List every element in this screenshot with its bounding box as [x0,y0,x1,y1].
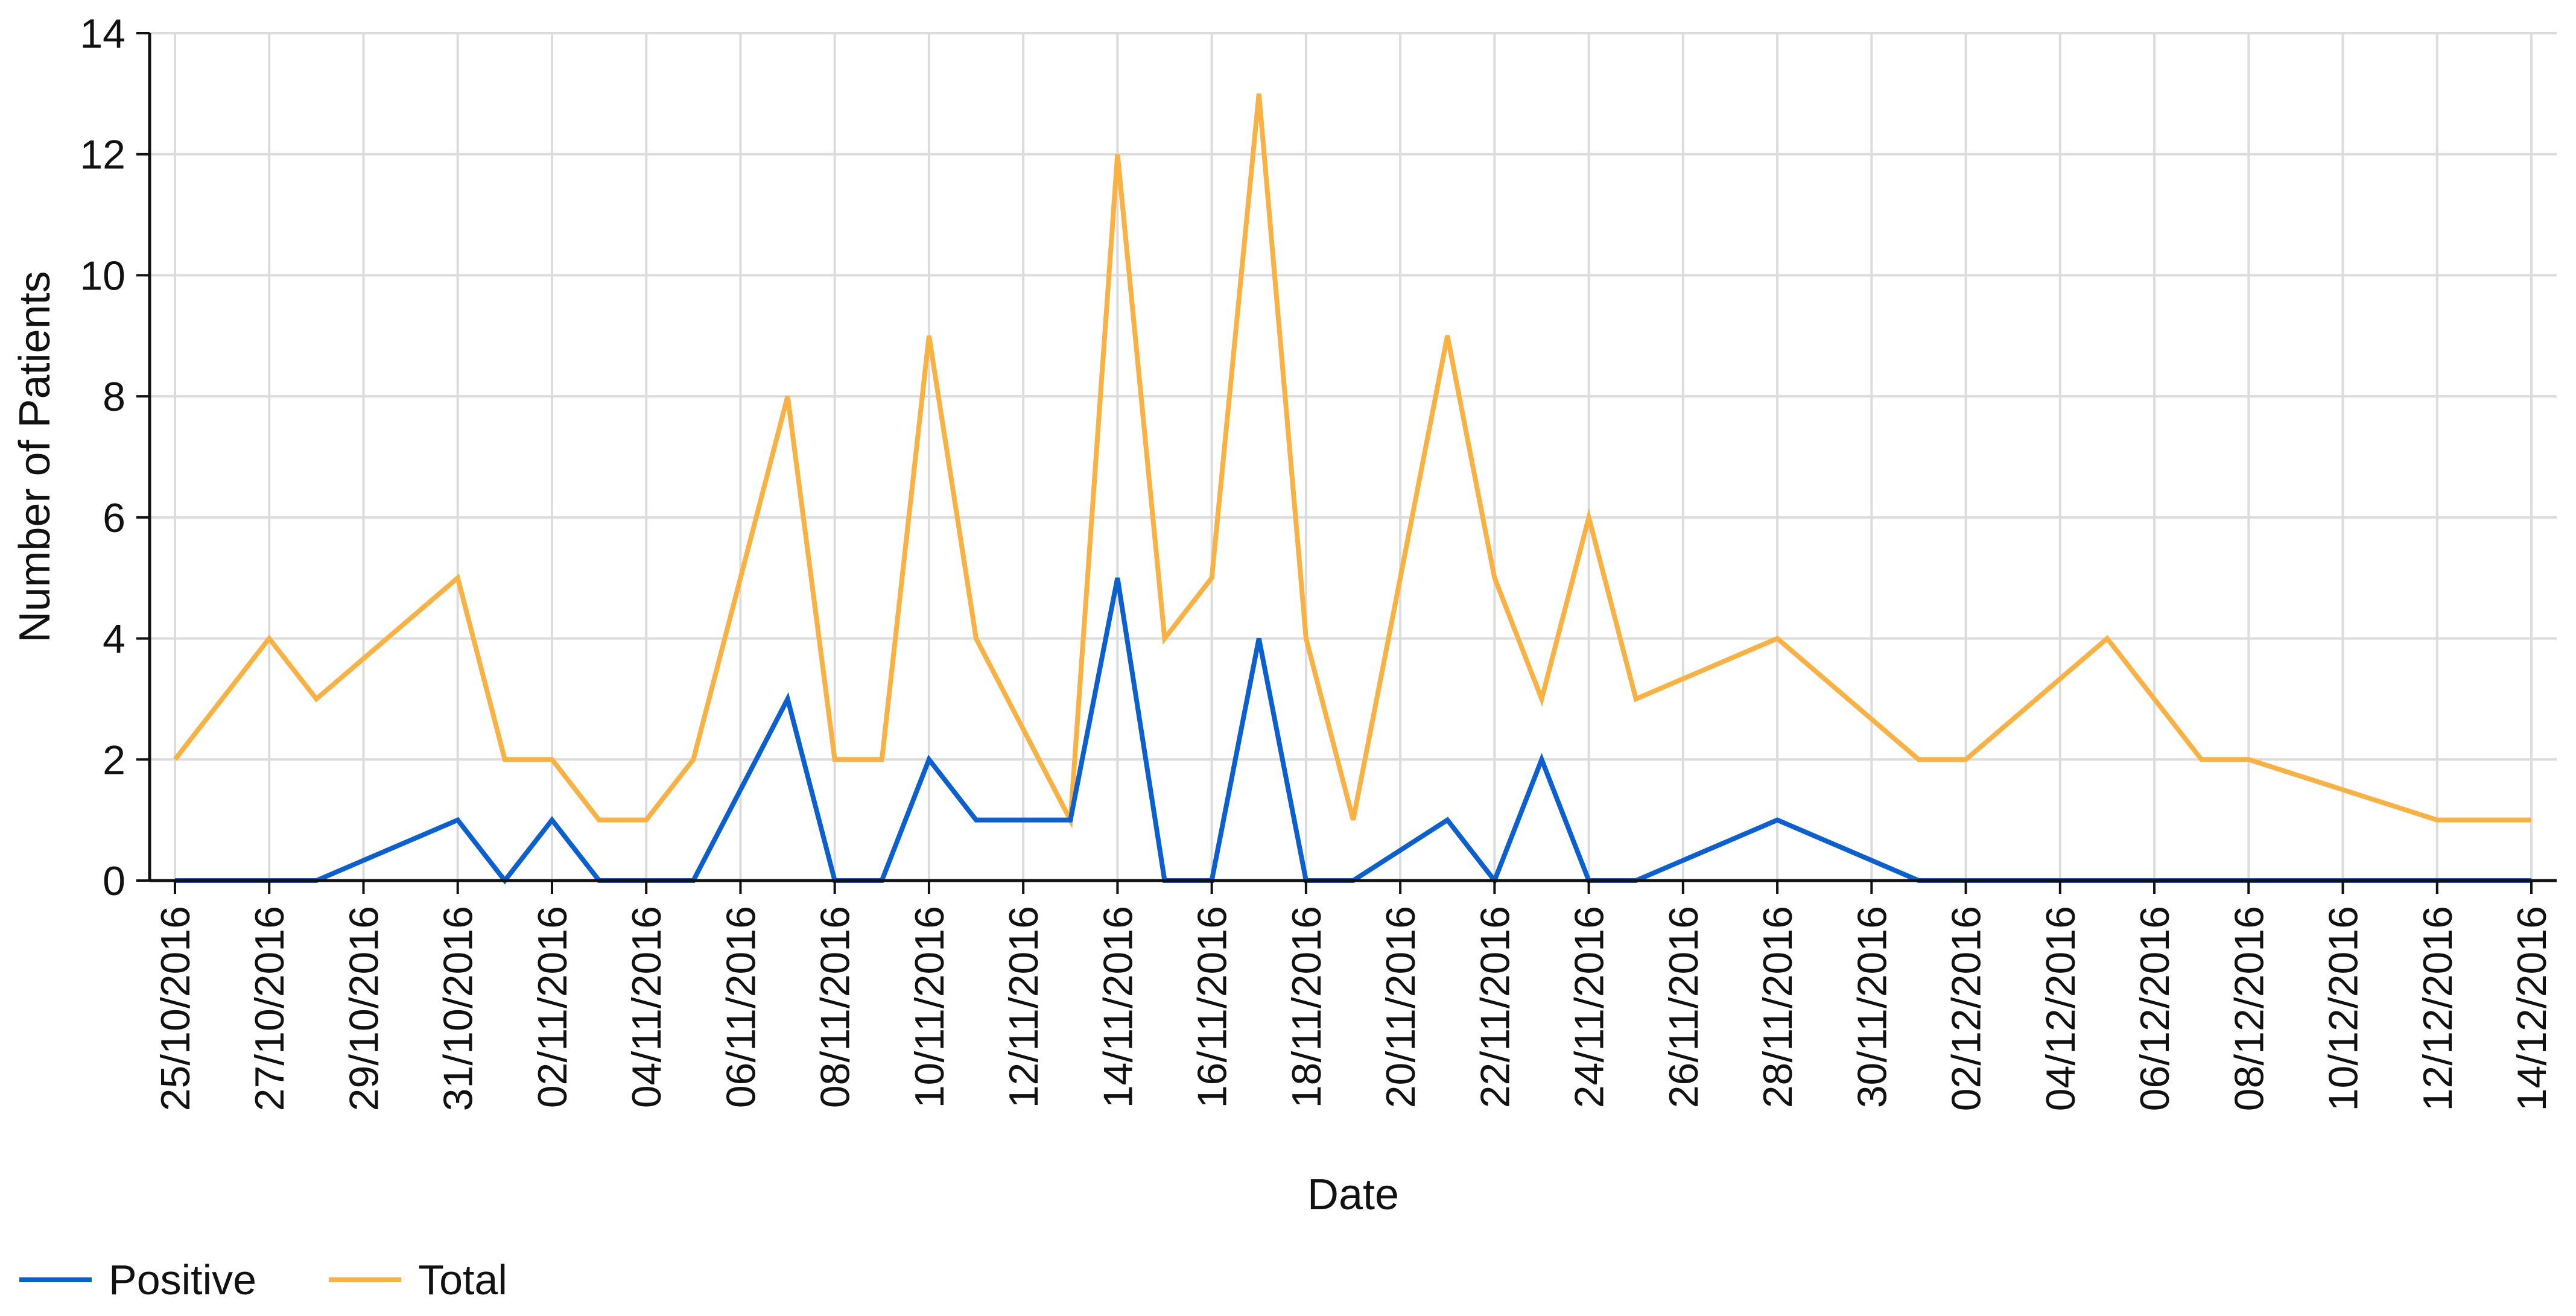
y-tick-label: 4 [103,616,125,662]
series-lines [173,93,2531,886]
x-tick-label: 27/10/2016 [247,906,293,1111]
x-tick-label: 14/12/2016 [2509,906,2555,1111]
legend-label-positive: Positive [109,1256,256,1303]
x-tick-label: 29/10/2016 [341,906,387,1111]
y-tick-label: 12 [80,132,125,178]
x-tick-label: 12/12/2016 [2415,906,2461,1111]
y-tick-label: 8 [103,374,125,420]
x-tick-label: 22/11/2016 [1472,906,1518,1108]
x-tick-label: 26/11/2016 [1661,906,1707,1108]
x-tick-label: 06/11/2016 [718,906,764,1108]
x-tick-label: 04/12/2016 [2038,906,2084,1111]
y-tick-label: 2 [103,737,125,783]
x-tick-label: 14/11/2016 [1095,906,1141,1108]
legend-label-total: Total [418,1256,507,1303]
x-tick-label: 06/12/2016 [2132,906,2178,1111]
x-tick-label: 10/11/2016 [907,906,953,1108]
x-axis-ticks: 25/10/2016 27/10/2016 29/10/2016 31/10/2016… [153,881,2555,1111]
y-tick-label: 6 [103,495,125,541]
x-tick-label: 04/11/2016 [624,906,670,1108]
x-tick-label: 08/12/2016 [2226,906,2272,1111]
y-axis-title: Number of Patients [11,271,59,642]
x-tick-label: 02/12/2016 [1944,906,1990,1111]
y-tick-label: 10 [80,253,125,299]
x-tick-label: 12/11/2016 [1001,906,1047,1108]
x-tick-label: 31/10/2016 [436,906,481,1111]
x-tick-label: 02/11/2016 [530,906,576,1108]
series-line-total [173,93,2531,829]
x-tick-label: 20/11/2016 [1378,906,1424,1108]
x-tick-label: 16/11/2016 [1190,906,1236,1108]
gridlines [150,32,2557,882]
x-tick-label: 08/11/2016 [813,906,858,1108]
x-tick-label: 28/11/2016 [1755,906,1801,1108]
x-tick-label: 24/11/2016 [1567,906,1613,1108]
y-tick-label: 0 [103,858,125,904]
x-tick-label: 10/12/2016 [2321,906,2367,1111]
x-axis-title: Date [1307,1171,1399,1219]
x-tick-label: 30/11/2016 [1849,906,1895,1108]
y-axis-ticks: 0 2 4 6 8 10 12 14 [80,11,150,904]
x-tick-label: 18/11/2016 [1284,906,1330,1108]
y-tick-label: 14 [80,11,125,57]
x-tick-label: 25/10/2016 [153,906,198,1111]
legend: Positive Total [19,1256,507,1303]
